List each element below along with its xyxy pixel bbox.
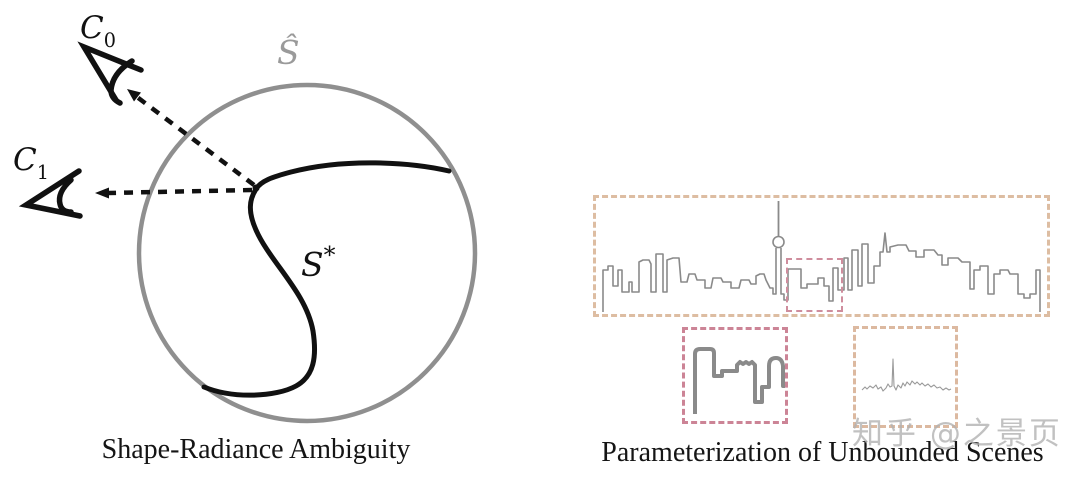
shape-radiance-diagram: [18, 41, 478, 424]
scene-outer-bounding-box: [593, 195, 1050, 317]
true-surface-label-sup: *: [323, 241, 336, 269]
camera-0-label: C0: [80, 10, 116, 51]
zhihu-watermark: 知乎 @之景页: [852, 416, 1062, 452]
skyline-left-section: [602, 248, 777, 312]
skyline-highlight-box: [786, 258, 843, 312]
camera-1-label-sub: 1: [36, 161, 49, 185]
mini-skyline-drawing: [861, 358, 952, 392]
zoomed-buildings-path: [693, 347, 785, 414]
surface-point: [252, 184, 260, 192]
mini-skyline-path: [861, 358, 952, 392]
view-ray-c0: [135, 95, 256, 187]
camera-0-eye-icon: [77, 41, 144, 106]
true-surface-curve: [201, 160, 452, 398]
foreground-zoom-box: [682, 327, 788, 424]
background-mini-box: [853, 326, 958, 428]
camera-0-label-sub: 0: [103, 29, 116, 53]
unbounded-scenes-panel: [546, 0, 1092, 479]
zoomed-buildings-drawing: [693, 347, 785, 414]
view-ray-c1: [107, 187, 253, 196]
shape-radiance-panel: C0 C1 Ŝ S*: [13, 10, 478, 424]
right-caption: Parameterization of Unbounded Scenes: [601, 437, 1044, 468]
left-caption: Shape-Radiance Ambiguity: [101, 434, 411, 465]
camera-1-label-base: C: [13, 142, 37, 178]
view-ray-c1-arrowhead: [95, 187, 109, 199]
estimated-sphere-outline: [136, 82, 478, 424]
camera-0-label-base: C: [80, 10, 104, 46]
skyline-right-section: [780, 232, 1041, 312]
camera-1-eye-icon: [18, 168, 83, 219]
camera-1-label: C1: [13, 142, 49, 183]
skyline-drawing: [602, 201, 1041, 312]
true-surface-label-base: S: [301, 245, 324, 284]
view-ray-c0-arrowhead: [127, 89, 141, 102]
estimated-surface-label: Ŝ: [277, 33, 300, 72]
true-surface-label: S*: [301, 243, 335, 284]
cn-tower-pod: [772, 235, 785, 249]
